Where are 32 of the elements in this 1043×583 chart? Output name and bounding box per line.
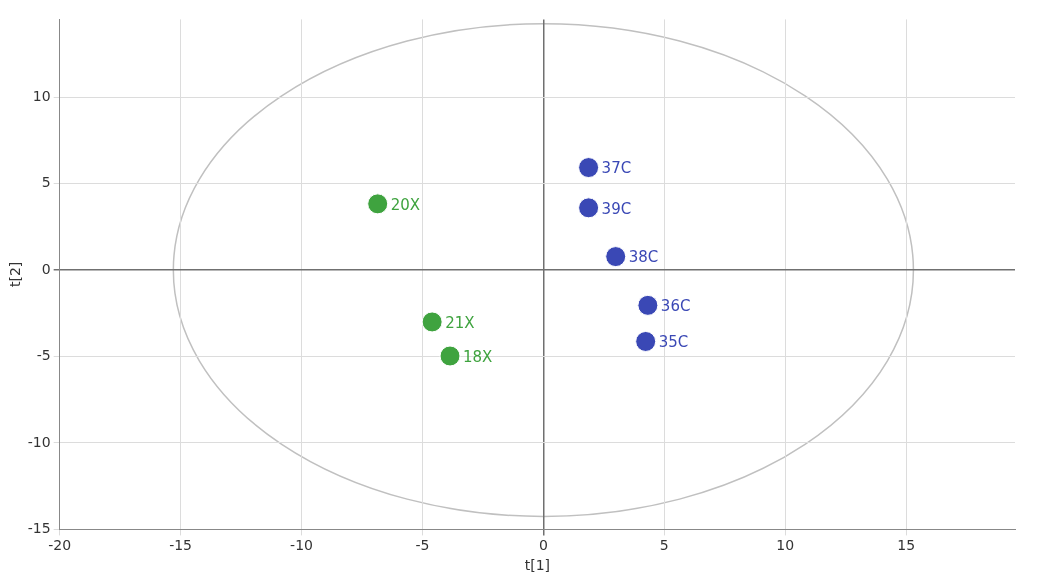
series-label: 18X <box>463 347 493 366</box>
x-tick-label: 5 <box>659 537 669 554</box>
series-label: 35C <box>658 333 689 352</box>
series-label: 21X <box>445 313 475 332</box>
point <box>578 197 600 219</box>
series-label: 38C <box>628 248 659 267</box>
point <box>637 294 659 316</box>
series-label: 20X <box>390 195 421 214</box>
y-tick-label: 0 <box>41 260 51 277</box>
series-label: 37C <box>601 159 632 178</box>
x-tick-label: -15 <box>169 537 193 554</box>
x-tick-label: -10 <box>290 537 313 554</box>
point <box>439 345 461 367</box>
point <box>605 246 627 268</box>
x-axis-title: t[1] <box>524 557 550 574</box>
point <box>635 330 657 352</box>
x-tick-label: -5 <box>415 537 430 554</box>
series-label: 39C <box>601 199 632 218</box>
y-tick-label: 5 <box>41 174 51 191</box>
y-tick-label: -15 <box>27 520 51 537</box>
x-tick-label: 0 <box>538 537 548 554</box>
x-tick-label: 15 <box>897 537 916 554</box>
series-label: 36C <box>660 297 691 316</box>
x-tick-label: -20 <box>48 537 72 554</box>
y-tick-label: 10 <box>32 87 51 104</box>
point <box>578 157 600 179</box>
y-tick-label: -5 <box>36 347 51 364</box>
point <box>367 193 389 215</box>
y-tick-label: -10 <box>27 433 51 450</box>
x-tick-label: 10 <box>776 537 795 554</box>
y-axis-title: t[2] <box>7 261 24 288</box>
point <box>421 311 443 333</box>
